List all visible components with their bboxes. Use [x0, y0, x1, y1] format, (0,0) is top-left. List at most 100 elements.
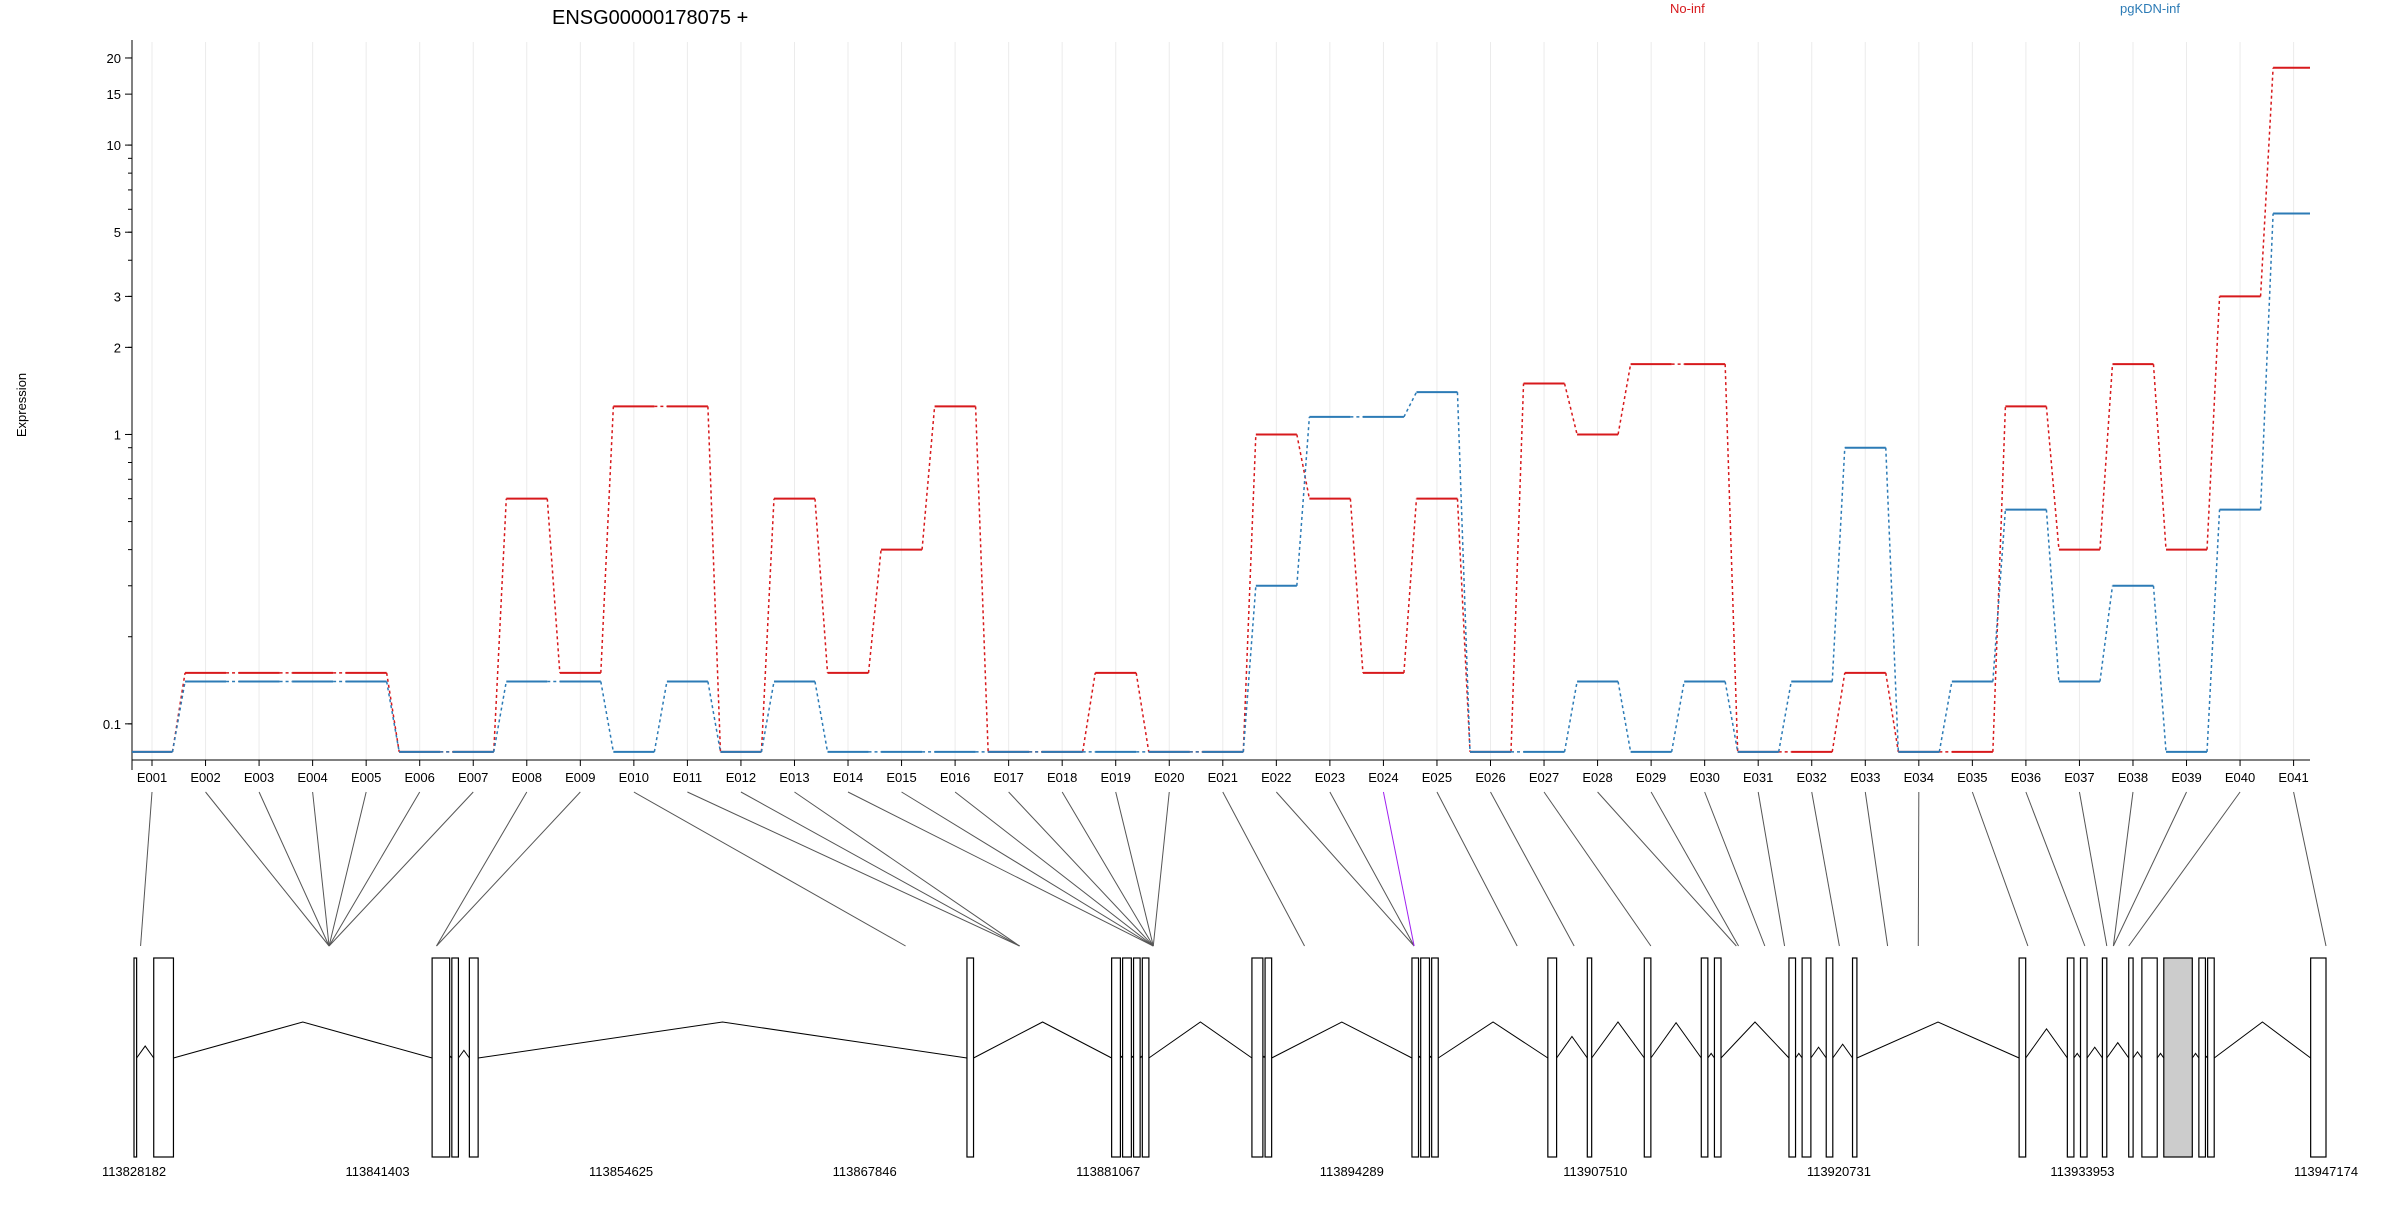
- exon-link-e036: [2025, 791, 2086, 947]
- x-tick-label-e005: E005: [351, 770, 381, 785]
- exon-box: [1420, 957, 1431, 1158]
- coordinate-label: 113907510: [1563, 1164, 1627, 1179]
- series-connector: [1724, 364, 1739, 752]
- x-tick-label-e023: E023: [1315, 770, 1345, 785]
- series-connector: [171, 672, 186, 753]
- x-tick-label-e029: E029: [1636, 770, 1666, 785]
- series-connector: [653, 681, 668, 753]
- exon-box: [1586, 957, 1593, 1158]
- y-tick-label: 1: [114, 427, 121, 442]
- exon-link-e025: [1436, 791, 1518, 947]
- intron: [1795, 1052, 1803, 1059]
- series-connector: [814, 498, 829, 673]
- exon-link-e038: [2112, 791, 2134, 947]
- x-tick-label-e003: E003: [244, 770, 274, 785]
- exon-links: [140, 791, 2327, 947]
- exon-box: [2310, 957, 2327, 1158]
- x-tick-label-e015: E015: [886, 770, 916, 785]
- intron: [1556, 1035, 1588, 1059]
- x-tick-label-e018: E018: [1047, 770, 1077, 785]
- coordinate-label: 113933953: [2050, 1164, 2114, 1179]
- intron: [1832, 1043, 1853, 1059]
- series-connector: [1456, 392, 1471, 752]
- genomic-coordinate-axis: 113828182 113841403 113854625 113867846 1138…: [102, 1164, 2358, 1179]
- series-connector: [600, 406, 615, 673]
- coordinate-label: 113828182: [102, 1164, 166, 1179]
- series-connector: [493, 681, 508, 753]
- exon-link-e032: [1811, 791, 1840, 947]
- exon-box: [1788, 957, 1797, 1158]
- exon-box: [431, 957, 451, 1158]
- exon-link-e040: [2128, 791, 2241, 947]
- exon-link-e003: [258, 791, 330, 947]
- series-connector: [1885, 447, 1900, 752]
- exon-link-e006: [328, 791, 421, 947]
- exon-link-e008: [436, 791, 528, 947]
- series-connector: [600, 681, 615, 753]
- y-tick-label: 5: [114, 225, 121, 240]
- series-connector: [1831, 447, 1846, 682]
- coordinate-label: 113854625: [589, 1164, 653, 1179]
- x-tick-label-e032: E032: [1797, 770, 1827, 785]
- x-tick-label-e030: E030: [1689, 770, 1719, 785]
- exon-box: [1411, 957, 1420, 1158]
- series-layer: [132, 66, 2310, 753]
- exon-link-e001: [140, 791, 153, 947]
- exon-box: [2066, 957, 2075, 1158]
- exon-box: [2163, 957, 2193, 1158]
- exon-box: [1700, 957, 1709, 1158]
- exon-link-e027: [1543, 791, 1652, 947]
- x-tick-label-e020: E020: [1154, 770, 1184, 785]
- intron: [2213, 1021, 2311, 1059]
- x-tick-label-e039: E039: [2171, 770, 2201, 785]
- x-axis: E001 E002 E003 E004 E005 E006 E007 E008 E009 E010…: [132, 759, 2310, 785]
- x-tick-label-e009: E009: [565, 770, 595, 785]
- series-connector: [1242, 434, 1257, 752]
- intron: [2106, 1041, 2130, 1059]
- series-connector: [1670, 681, 1685, 753]
- x-tick-label-e028: E028: [1582, 770, 1612, 785]
- series-connector: [2206, 509, 2221, 752]
- x-tick-label-e038: E038: [2118, 770, 2148, 785]
- x-tick-label-e007: E007: [458, 770, 488, 785]
- coordinate-label: 113841403: [346, 1164, 410, 1179]
- exon-box: [1132, 957, 1141, 1158]
- series-connector: [1242, 585, 1257, 752]
- exon-link-e007: [328, 791, 474, 947]
- exon-box: [2101, 957, 2108, 1158]
- exon-box: [2207, 957, 2215, 1158]
- x-tick-label-e002: E002: [190, 770, 220, 785]
- y-tick-label: 10: [107, 138, 121, 153]
- exon-box: [2141, 957, 2158, 1158]
- y-tick-label: 2: [114, 340, 121, 355]
- x-tick-label-e040: E040: [2225, 770, 2255, 785]
- exon-box: [1111, 957, 1121, 1158]
- series-connector: [2099, 585, 2114, 682]
- series-connector: [1885, 672, 1900, 753]
- series-connector: [171, 681, 186, 753]
- grid-layer: [151, 42, 2295, 760]
- exon-link-e023: [1329, 791, 1415, 947]
- exon-link-e004: [312, 791, 330, 947]
- exon-link-e016: [954, 791, 1154, 947]
- exon-link-e021: [1222, 791, 1305, 947]
- x-tick-label-e034: E034: [1904, 770, 1934, 785]
- exon-link-e035: [1971, 791, 2029, 947]
- exon-box: [1643, 957, 1652, 1158]
- exon-box: [1141, 957, 1150, 1158]
- exon-link-e005: [328, 791, 367, 947]
- exon-link-e026: [1490, 791, 1575, 947]
- x-tick-label-e037: E037: [2064, 770, 2094, 785]
- series-connector: [1510, 383, 1525, 752]
- series-connector: [546, 498, 561, 673]
- x-tick-label-e027: E027: [1529, 770, 1559, 785]
- exon-link-e012: [740, 791, 1020, 947]
- exon-box: [153, 957, 175, 1158]
- series-connector: [2206, 296, 2221, 550]
- intron: [1810, 1046, 1827, 1059]
- series-connector: [492, 498, 508, 752]
- x-tick-label-e012: E012: [726, 770, 756, 785]
- y-tick-label: 0.1: [103, 717, 121, 732]
- exon-link-e041: [2293, 791, 2327, 947]
- x-tick-label-e024: E024: [1368, 770, 1398, 785]
